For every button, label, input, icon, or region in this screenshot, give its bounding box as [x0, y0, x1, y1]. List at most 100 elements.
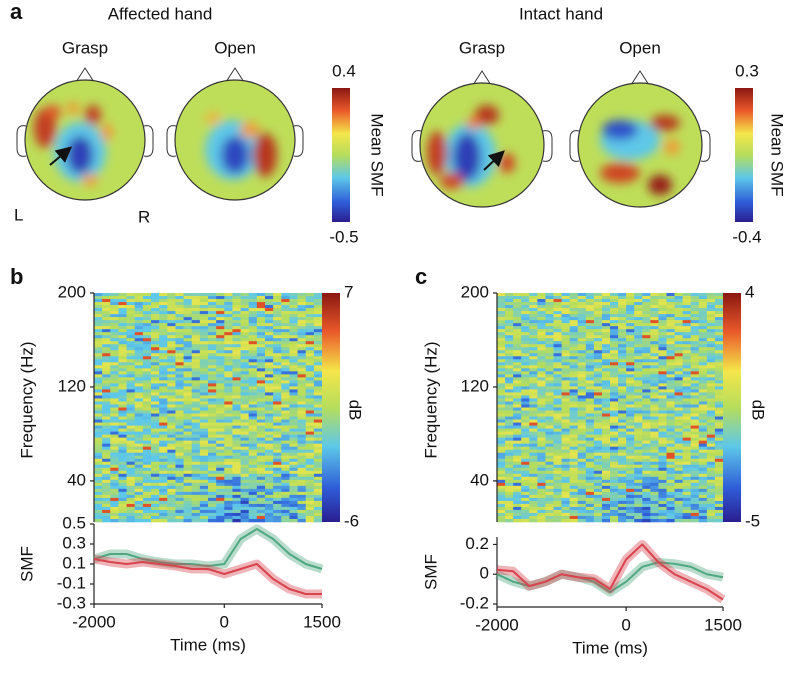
spectrogram-cell — [94, 467, 103, 472]
spectrogram-cell — [537, 479, 546, 484]
spectrogram-cell — [118, 413, 128, 417]
topomap-blob — [45, 105, 61, 119]
spectrogram-cell — [191, 293, 201, 297]
spectrogram-cell — [265, 359, 274, 363]
spectrogram-cell — [698, 452, 708, 457]
spectrogram-cell — [175, 413, 185, 417]
spectrogram-cell — [626, 413, 635, 417]
spectrogram-cell — [297, 416, 307, 420]
spectrogram-cell — [248, 413, 258, 417]
spectrogram-cell — [273, 494, 282, 499]
spectrogram-cell — [529, 428, 538, 432]
spectrogram-cell — [232, 419, 242, 423]
spectrogram-cell — [183, 332, 193, 336]
spectrogram-cell — [569, 422, 579, 426]
spectrogram-cell — [256, 458, 266, 463]
spectrogram-cell — [297, 335, 307, 339]
spectrogram-cell — [134, 329, 144, 333]
spectrogram-cell — [273, 503, 282, 508]
spectrogram-cell — [521, 452, 530, 457]
spectrogram-cell — [191, 440, 201, 444]
spectrogram-cell — [577, 422, 587, 426]
spectrogram-cell — [593, 488, 603, 493]
spectrogram-cell — [191, 482, 201, 487]
spectrogram-cell — [183, 350, 193, 354]
spectrogram-cell — [240, 476, 250, 481]
spectrogram-cell — [505, 299, 514, 303]
spectrogram-cell — [561, 323, 571, 327]
spectrogram-cell — [118, 512, 128, 517]
spectrogram-cell — [513, 407, 522, 411]
spectrogram-cell — [529, 458, 538, 463]
spectrogram-cell — [610, 389, 619, 393]
spectrogram-cell — [569, 398, 579, 402]
spectrogram-cell — [690, 482, 700, 487]
spectrogram-cell — [224, 470, 233, 475]
spectrogram-cell — [142, 347, 152, 351]
spectrogram-cell — [650, 398, 659, 402]
spectrogram-cell — [682, 464, 692, 469]
spectrogram-cell — [706, 359, 716, 363]
spectrogram-cell — [521, 407, 530, 411]
spectrogram-cell — [265, 431, 274, 435]
spectrogram-cell — [305, 506, 315, 511]
spectrogram-cell — [142, 335, 152, 339]
spectrogram-cell — [281, 470, 290, 475]
spectrogram-cell — [698, 302, 708, 306]
spectrogram-cell — [175, 506, 185, 511]
spectrogram-cell — [569, 485, 579, 490]
spectrogram-cell — [497, 359, 506, 363]
spectrogram-cell — [94, 470, 103, 475]
spectrogram-cell — [706, 386, 716, 390]
spectrogram-cell — [577, 362, 587, 366]
spectrogram-cell — [658, 389, 667, 393]
spectrogram-cell — [601, 374, 611, 378]
spectrogram-cell — [265, 377, 274, 381]
spectrogram-cell — [569, 416, 579, 420]
spectrogram-cell — [601, 359, 611, 363]
spectrogram-cell — [497, 392, 506, 396]
spectrogram-cell — [240, 428, 250, 432]
spectrogram-cell — [521, 485, 530, 490]
spectrogram-cell — [650, 512, 659, 517]
spectrogram-cell — [698, 371, 708, 375]
spectrogram-cell — [634, 356, 643, 360]
spectrogram-cell — [610, 329, 619, 333]
spectrogram-cell — [102, 365, 111, 369]
spectrogram-cell — [553, 323, 563, 327]
spectrogram-cell — [714, 362, 724, 366]
spectrogram-cell — [313, 428, 323, 432]
spectrogram-cell — [537, 386, 546, 390]
spectrogram-cell — [199, 371, 209, 375]
spectrogram-cell — [610, 506, 619, 511]
spectrogram-cell — [666, 353, 676, 357]
spectrogram-cell — [175, 485, 185, 490]
spectrogram-cell — [674, 377, 684, 381]
spectrogram-cell — [537, 488, 546, 493]
spectrogram-cell — [529, 494, 538, 499]
spectrogram-cell — [666, 308, 676, 312]
spectrogram-cell — [537, 323, 546, 327]
y-tick-label: 40 — [67, 470, 86, 489]
spectrogram-cell — [505, 314, 514, 318]
spectrogram-cell — [585, 377, 595, 381]
spectrogram-cell — [240, 305, 250, 309]
spectrogram-cell — [577, 494, 587, 499]
spectrogram-cell — [626, 455, 635, 460]
spectrogram-cell — [248, 398, 258, 402]
spectrogram-cell — [240, 479, 250, 484]
spectrogram-cell — [240, 299, 250, 303]
spectrogram-cell — [626, 458, 635, 463]
spectrogram-cell — [289, 326, 299, 330]
spectrogram-cell — [281, 389, 290, 393]
spectrogram-cell — [569, 395, 579, 399]
spectrogram-cell — [610, 323, 619, 327]
spectrogram-cell — [577, 302, 587, 306]
topomap-blob — [467, 117, 481, 129]
spectrogram-cell — [126, 407, 136, 411]
spectrogram-cell — [706, 506, 716, 511]
spectrogram-cell — [175, 317, 185, 321]
spectrogram-cell — [224, 407, 233, 411]
spectrogram-cell — [682, 425, 692, 429]
spectrogram-cell — [297, 452, 307, 457]
